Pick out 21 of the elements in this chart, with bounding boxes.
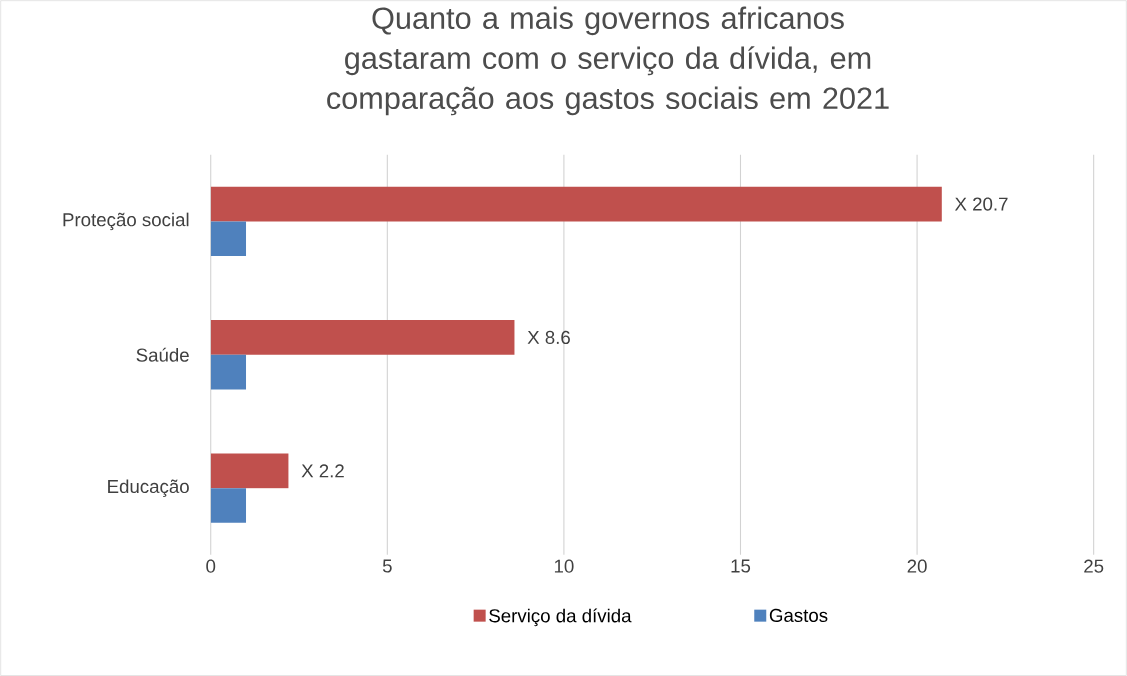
y-tick-label: Educação [108, 479, 189, 497]
chart-title: Quanto a mais governos africanos gastaram com o serviço da dívida, em comparação aos gastos sociais em 2021 [327, 6, 889, 116]
x-tick-label: 5 [382, 559, 392, 573]
x-tick-label: 10 [554, 559, 574, 573]
data-label: X 8.6 [527, 330, 570, 344]
legend-label: Serviço da dívida [489, 608, 632, 627]
bar [210, 186, 942, 222]
x-tick-label: 25 [1084, 559, 1104, 573]
y-tick-label: Saúde [136, 347, 189, 362]
x-tick-label: 15 [731, 559, 751, 573]
data-label: X 2.2 [301, 464, 344, 478]
y-tick-label: Proteção social [63, 212, 189, 231]
bar [210, 320, 515, 355]
bar [210, 354, 247, 390]
bar [210, 221, 247, 256]
data-label: X 20.7 [954, 197, 1008, 211]
bar [210, 488, 247, 523]
legend-label: Gastos [769, 608, 828, 622]
x-tick-label: 0 [206, 559, 216, 573]
bar [210, 453, 289, 489]
x-tick-label: 20 [907, 559, 927, 573]
